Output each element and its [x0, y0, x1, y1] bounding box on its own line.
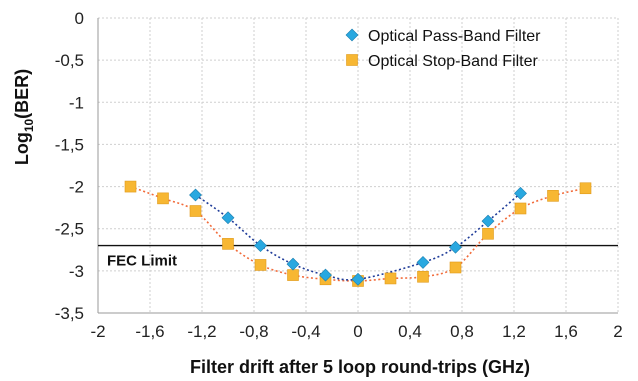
series-markers: [124, 180, 592, 287]
series-2-point: [417, 270, 429, 283]
y-axis-title-rest: (BER): [12, 69, 32, 119]
y-axis-title: Log10(BER): [12, 69, 36, 165]
y-tick-label: -2,5: [55, 220, 84, 239]
x-tick-label: 1,2: [502, 322, 526, 341]
y-tick-label: -2: [69, 178, 84, 197]
series-2-point: [547, 190, 559, 202]
series-trend-lines: [130, 185, 586, 282]
series-2-point: [384, 272, 397, 285]
y-tick-label: -3: [69, 262, 84, 281]
y-axis-title-base: Log: [12, 132, 32, 165]
legend-label-1: Optical Pass-Band Filter: [368, 28, 541, 45]
series-1-point: [481, 214, 495, 228]
series-2-point: [287, 269, 299, 281]
series-2-point: [514, 202, 527, 215]
legend-marker-1: [345, 28, 359, 42]
series-2-point: [189, 205, 202, 217]
series-2-point: [222, 238, 234, 250]
y-tick-label: -3,5: [55, 304, 84, 323]
legend-marker-2: [346, 54, 358, 66]
y-tick-label: 0: [75, 9, 84, 28]
x-tick-label: -0,8: [239, 322, 268, 341]
x-tick-label: -1,6: [135, 322, 164, 341]
series-2-trend-line: [130, 185, 586, 282]
x-tick-label: 0: [353, 322, 362, 341]
series-2-point: [482, 227, 494, 240]
series-1-point: [449, 240, 462, 254]
series-1-point: [416, 256, 430, 269]
y-tick-label: -1: [69, 93, 84, 112]
reference-lines: FEC Limit: [98, 244, 618, 270]
y-tick-label: -1,5: [55, 135, 84, 154]
x-tick-label: -1,2: [187, 322, 216, 341]
x-tick-label: 1,6: [554, 322, 578, 341]
x-tick-label: -2: [90, 322, 105, 341]
series-2-point: [157, 192, 169, 205]
series-1-point: [514, 186, 527, 200]
series-1-point: [221, 211, 235, 225]
x-tick-label: -0,4: [291, 322, 320, 341]
series-1-point: [189, 188, 202, 202]
series-2-point: [254, 259, 267, 271]
series-1-point: [254, 239, 267, 252]
series-2-point: [124, 180, 137, 193]
legend: Optical Pass-Band Filter Optical Stop-Ban…: [345, 28, 541, 70]
x-tick-label: 0,8: [450, 322, 474, 341]
y-tick-label: -0,5: [55, 51, 84, 70]
series-1-point: [319, 268, 332, 282]
legend-label-2: Optical Stop-Band Filter: [368, 53, 539, 70]
fec-limit-label: FEC Limit: [107, 253, 177, 270]
x-tick-label: 0,4: [398, 322, 422, 341]
x-tick-label: 2: [613, 322, 622, 341]
series-1-point: [351, 272, 365, 286]
x-axis-title: Filter drift after 5 loop round-trips (G…: [190, 357, 530, 377]
series-2-point: [449, 261, 462, 274]
plot-axes: [97, 18, 618, 314]
series-1-trend-line: [195, 192, 522, 281]
series-1-point: [286, 257, 300, 271]
x-tick-labels: -2 -1,6 -1,2 -0,8 -0,4 0 0,4 0,8 1,2 1,6 2: [90, 322, 622, 341]
y-axis-title-subscript: 10: [22, 119, 36, 133]
series-2-point: [579, 182, 592, 195]
y-tick-labels: 0 -0,5 -1 -1,5 -2 -2,5 -3 -3,5: [55, 9, 84, 323]
